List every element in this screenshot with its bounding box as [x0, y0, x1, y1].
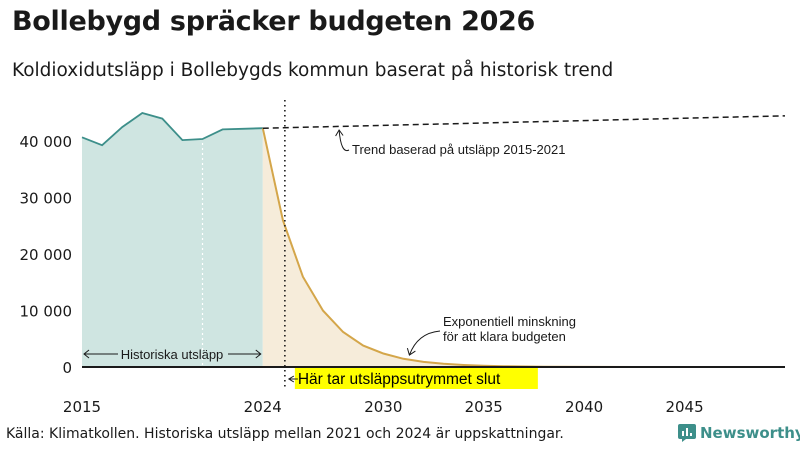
budget-exceeded-annotation: Här tar utsläppsutrymmet slut: [298, 371, 501, 388]
budget-area: [262, 128, 785, 367]
y-tick-label: 0: [62, 359, 72, 377]
annotations: Trend baserad på utsläpp 2015-2021 Expon…: [83, 129, 576, 389]
historical-annotation: Historiska utsläpp: [121, 347, 224, 362]
x-tick-label: 2040: [565, 398, 603, 416]
chart-subtitle: Koldioxidutsläpp i Bollebygds kommun bas…: [12, 60, 614, 81]
decline-annotation-arrow: [406, 347, 416, 356]
historical-arrow-left: [83, 349, 90, 359]
trend-line: [262, 115, 786, 129]
x-tick-label: 2035: [465, 398, 503, 416]
y-tick-label: 40 000: [20, 133, 73, 151]
x-tick-label: 2015: [63, 398, 101, 416]
trend-annotation-arrow: [335, 129, 344, 137]
y-tick-label: 30 000: [20, 190, 73, 208]
decline-annotation-line2: för att klara budgeten: [443, 329, 566, 344]
x-tick-label: 2045: [665, 398, 703, 416]
y-tick-label: 20 000: [20, 246, 73, 264]
x-tick-label: 2030: [364, 398, 402, 416]
trend-annotation: Trend baserad på utsläpp 2015-2021: [352, 142, 565, 157]
decline-annotation-line1: Exponentiell minskning: [443, 314, 576, 329]
newsworthy-logo-text: Newsworthy: [700, 424, 800, 442]
budget-exceeded-arrow: [287, 375, 298, 383]
y-tick-label: 10 000: [20, 303, 73, 321]
decline-annotation-leader: [408, 330, 441, 356]
trend-annotation-leader: [338, 129, 350, 152]
x-axis-ticks: 2015 2024 2030 2035 2040 2045: [63, 398, 704, 416]
chart-title: Bollebygd spräcker budgeten 2026: [12, 6, 536, 37]
historical-arrow-right: [255, 349, 262, 359]
source-note: Källa: Klimatkollen. Historiska utsläpp …: [6, 426, 564, 442]
x-tick-label: 2024: [244, 398, 282, 416]
budget-exceeded-highlight: [294, 368, 538, 389]
y-axis-ticks: 0 10 000 20 000 30 000 40 000: [20, 133, 73, 377]
historical-line: [81, 112, 263, 147]
newsworthy-logo-icon: [678, 424, 696, 442]
newsworthy-logo: Newsworthy: [678, 424, 800, 442]
historical-area: [82, 113, 263, 367]
